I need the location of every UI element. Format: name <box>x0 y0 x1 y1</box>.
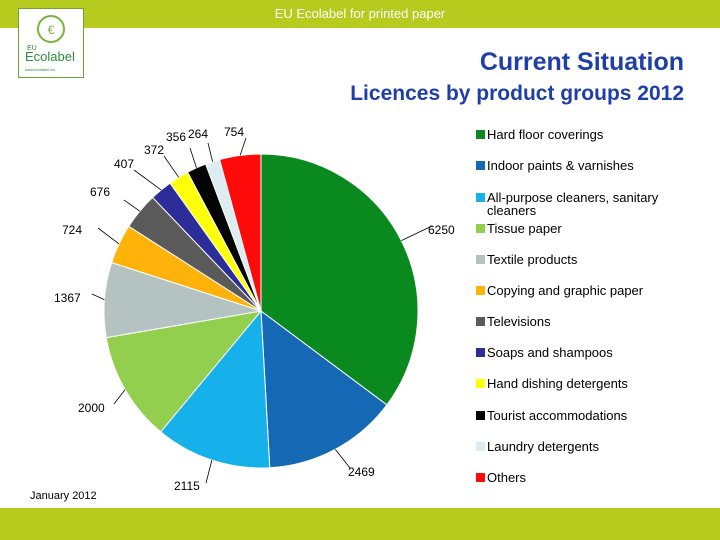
header-banner: EU Ecolabel for printed paper <box>0 0 720 28</box>
leader-line-11 <box>239 137 247 156</box>
leader-line-9 <box>189 147 197 168</box>
pie-slice-3 <box>105 310 263 433</box>
legend-label-2: All-purpose cleaners, sanitary cleaners <box>487 190 659 218</box>
leader-line-10 <box>207 142 213 162</box>
legend-label-5: Copying and graphic paper <box>487 283 644 298</box>
data-label-1: 2469 <box>348 465 375 479</box>
leader-line-5 <box>97 227 120 245</box>
legend-swatch-2 <box>476 193 485 202</box>
footer-banner <box>0 508 720 540</box>
pie-slice-11 <box>218 153 262 312</box>
slide-title: Current Situation <box>479 48 684 76</box>
logo-text: Ecolabel <box>25 49 75 64</box>
legend-label-0: Hard floor coverings <box>487 127 604 142</box>
data-label-7: 407 <box>114 157 134 171</box>
data-label-5: 724 <box>62 223 82 237</box>
slide-subtitle: Licences by product groups 2012 <box>350 82 684 105</box>
banner-title: EU Ecolabel for printed paper <box>274 6 446 21</box>
legend-swatch-7 <box>476 348 485 357</box>
logo-flower-icon <box>37 15 65 43</box>
leader-line-4 <box>91 293 105 301</box>
legend-swatch-9 <box>476 411 485 420</box>
legend-label-9: Tourist accommodations <box>487 408 628 423</box>
legend-swatch-4 <box>476 255 485 264</box>
leader-line-7 <box>133 169 162 191</box>
pie-slice-1 <box>260 309 388 469</box>
leader-line-0 <box>401 225 433 241</box>
legend-swatch-6 <box>476 317 485 326</box>
data-label-8: 372 <box>144 143 164 157</box>
legend-label-1: Indoor paints & varnishes <box>487 158 634 173</box>
leader-line-1 <box>334 449 351 469</box>
data-label-0: 6250 <box>428 223 455 237</box>
data-label-4: 1367 <box>54 291 81 305</box>
data-label-3: 2000 <box>78 401 105 415</box>
svg-text:€: € <box>48 23 55 37</box>
leader-line-2 <box>205 460 213 484</box>
leader-line-6 <box>123 199 141 212</box>
leader-line-3 <box>113 389 126 405</box>
legend-label-8: Hand dishing detergents <box>487 376 628 391</box>
logo-eu: EU <box>27 45 37 52</box>
legend-label-11: Others <box>487 470 527 485</box>
legend-swatch-10 <box>476 442 485 451</box>
legend-label-6: Televisions <box>487 314 551 329</box>
legend-label-4: Textile products <box>487 252 578 267</box>
pie-slice-0 <box>260 153 419 406</box>
legend-label-3: Tissue paper <box>487 221 562 236</box>
legend-swatch-0 <box>476 130 485 139</box>
leader-line-8 <box>163 155 179 178</box>
data-label-2: 2115 <box>174 479 200 493</box>
logo-url: www.ecolabel.eu <box>25 67 55 72</box>
legend-swatch-5 <box>476 286 485 295</box>
legend-swatch-1 <box>476 161 485 170</box>
legend-swatch-11 <box>476 473 485 482</box>
legend-label-10: Laundry detergents <box>487 439 600 454</box>
data-label-9: 356 <box>166 130 186 144</box>
data-label-6: 676 <box>90 185 110 199</box>
date-note: January 2012 <box>30 490 97 502</box>
legend-swatch-3 <box>476 224 485 233</box>
eu-ecolabel-logo: € EU Ecolabel www.ecolabel.eu <box>18 8 84 78</box>
legend-swatch-8 <box>476 379 485 388</box>
data-label-10: 264 <box>188 127 208 141</box>
data-label-11: 754 <box>224 125 244 139</box>
legend-label-7: Soaps and shampoos <box>487 345 613 360</box>
